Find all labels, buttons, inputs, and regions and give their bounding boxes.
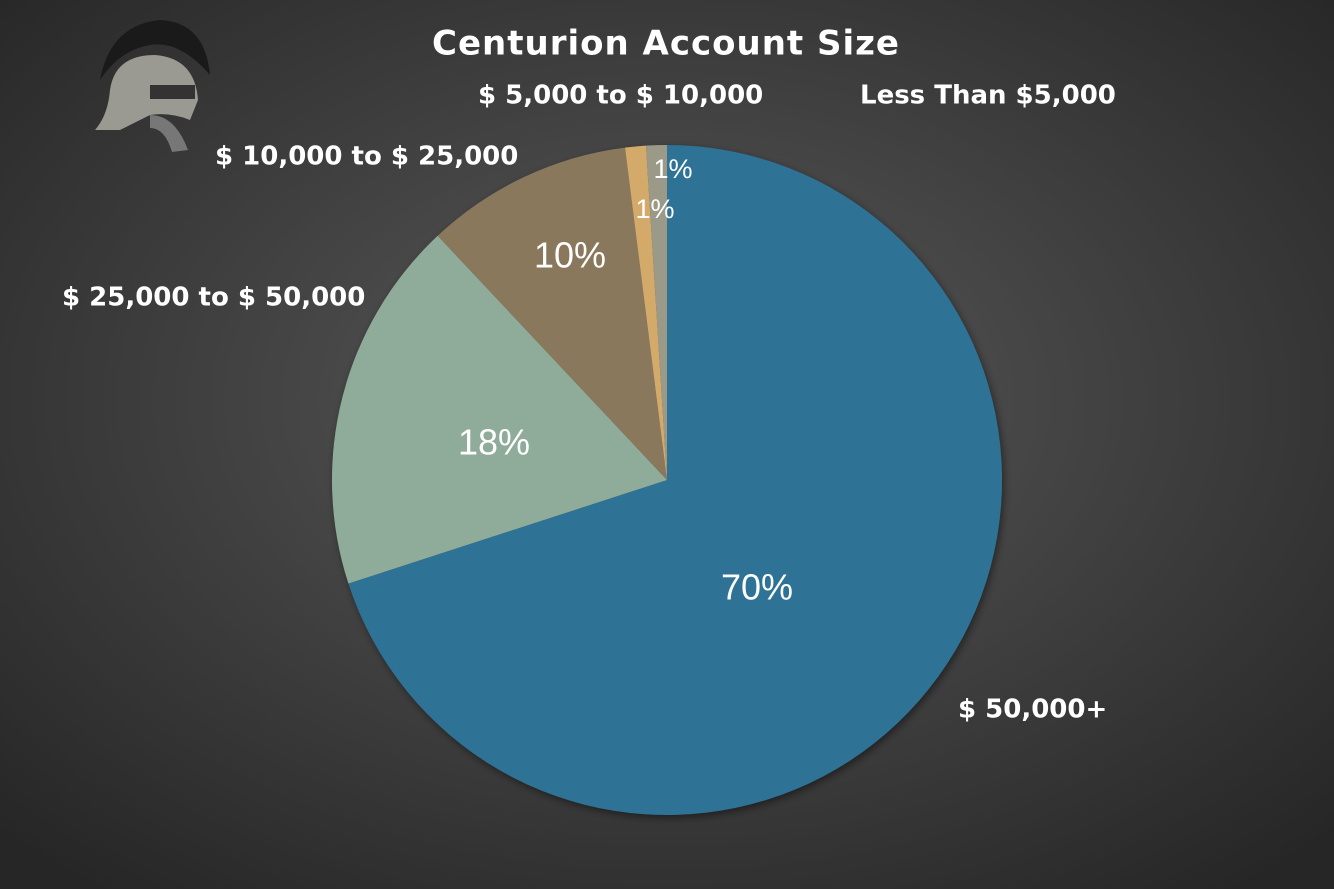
pie-slice bbox=[348, 145, 1002, 816]
category-label: $ 25,000 to $ 50,000 bbox=[62, 283, 365, 313]
category-label: $ 10,000 to $ 25,000 bbox=[215, 142, 518, 172]
category-label: $ 50,000+ bbox=[958, 695, 1107, 725]
data-label: 18% bbox=[458, 422, 530, 463]
helmet-logo bbox=[95, 20, 210, 152]
data-label: 10% bbox=[534, 235, 606, 276]
category-label: $ 5,000 to $ 10,000 bbox=[478, 81, 763, 111]
pie bbox=[331, 145, 1002, 816]
category-label: Less Than $5,000 bbox=[860, 81, 1116, 111]
pie-slice bbox=[437, 147, 667, 480]
data-label: 70% bbox=[721, 567, 793, 608]
pie-slice bbox=[331, 235, 667, 584]
chart-title: Centurion Account Size bbox=[432, 24, 900, 64]
pie-slice bbox=[625, 145, 667, 480]
pie-slice bbox=[645, 145, 667, 480]
data-label: 1% bbox=[653, 154, 692, 184]
data-label: 1% bbox=[635, 194, 674, 224]
